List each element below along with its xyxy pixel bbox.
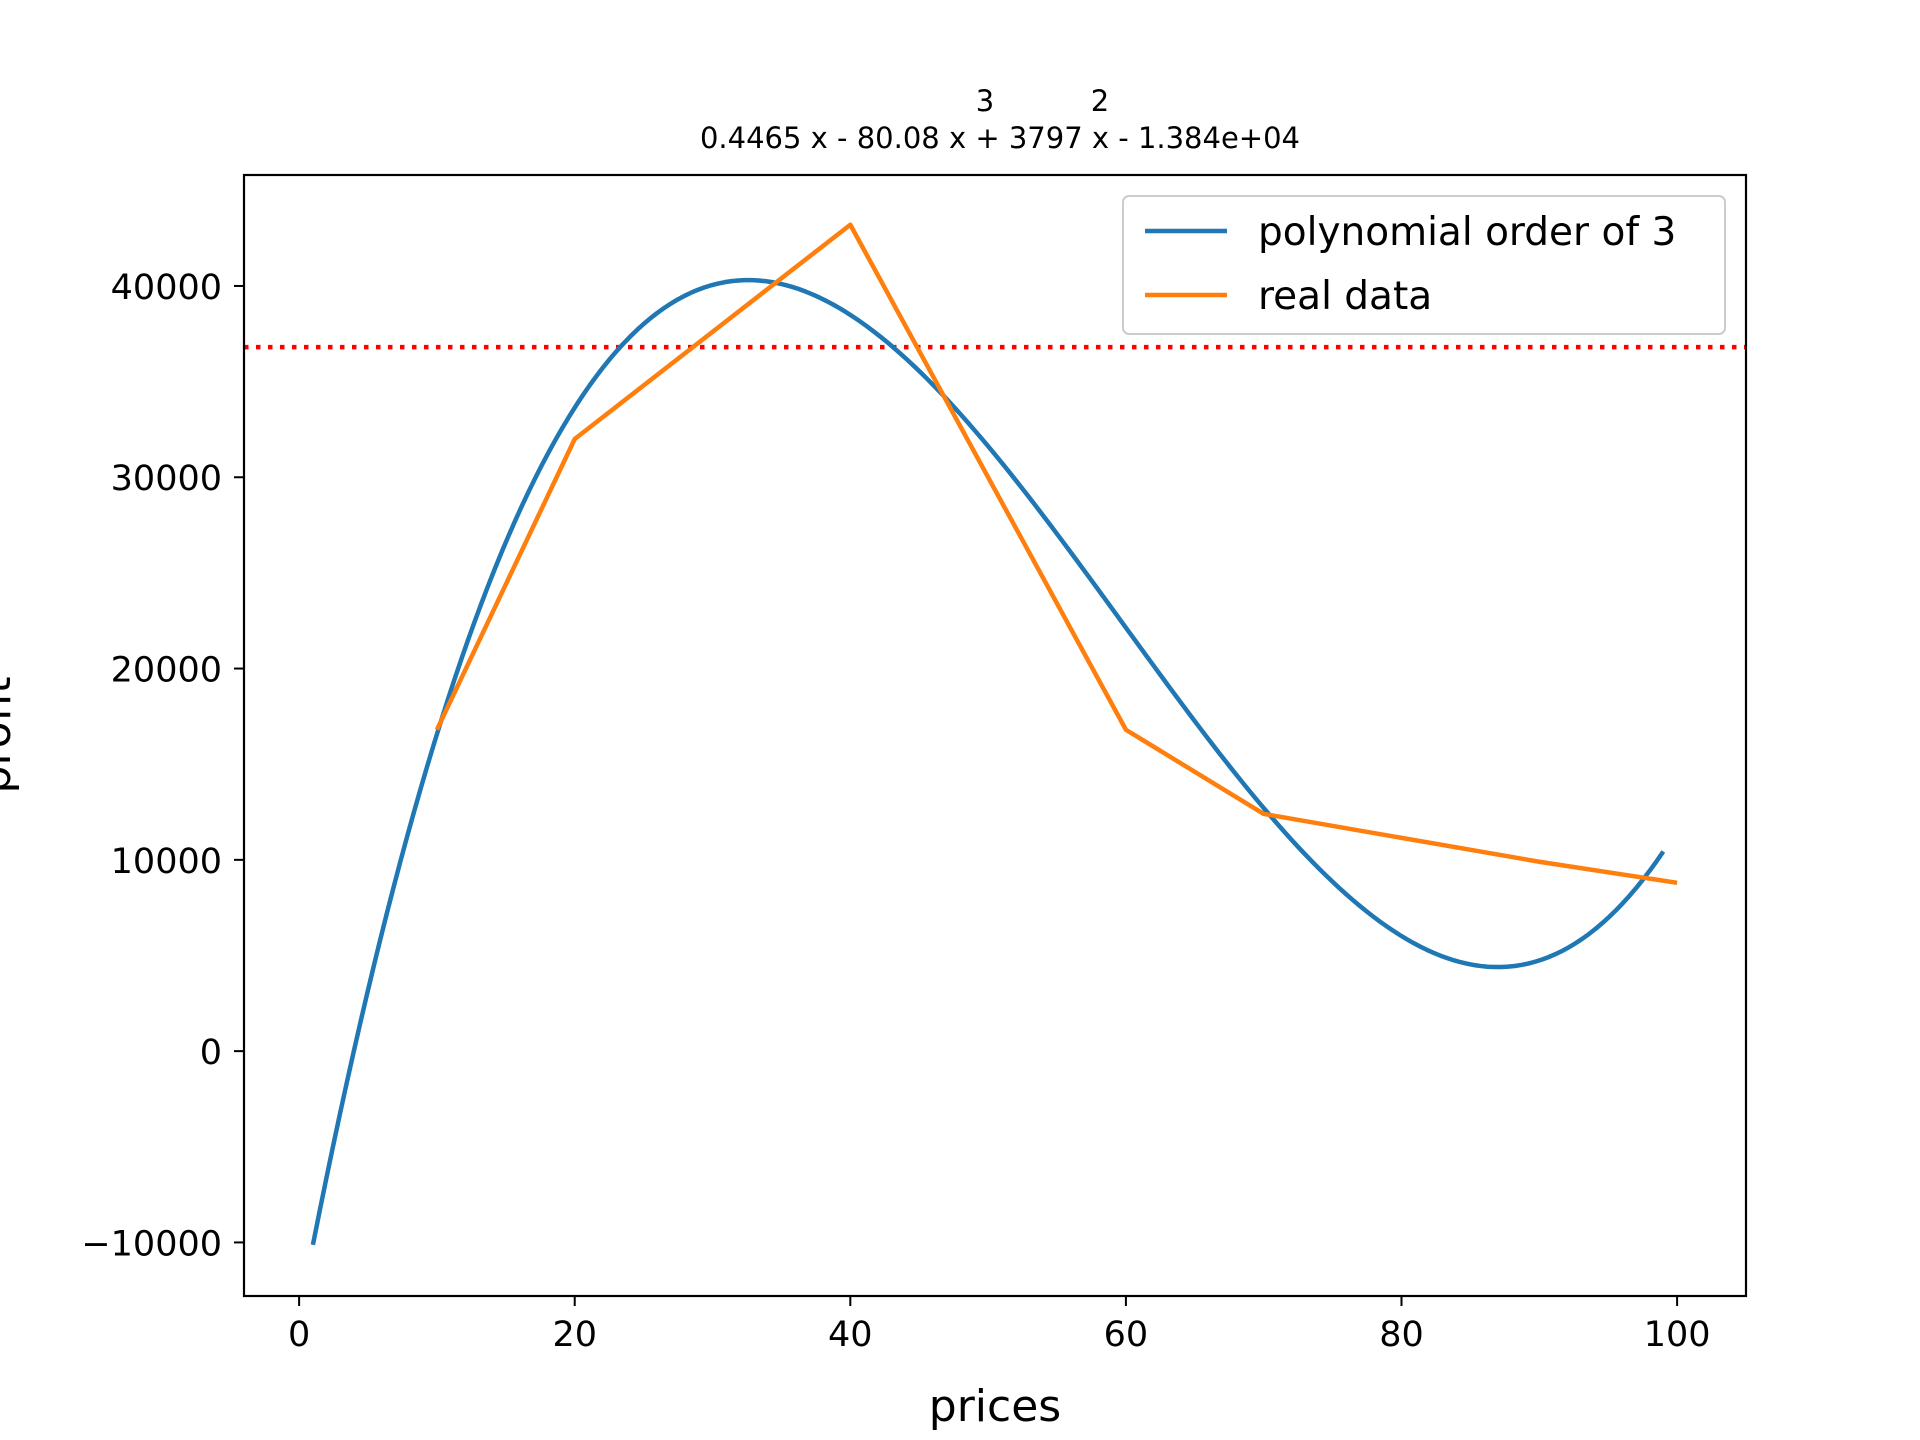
x-axis-ticks: 0 20 40 60 80 100 xyxy=(288,1296,1711,1355)
y-tick-label: −10000 xyxy=(81,1224,222,1264)
y-tick-label: 20000 xyxy=(111,651,222,691)
y-tick-label: 0 xyxy=(200,1033,222,1073)
legend-box xyxy=(1122,195,1726,335)
x-tick-label: 80 xyxy=(1379,1315,1424,1355)
x-tick-label: 40 xyxy=(828,1315,873,1355)
legend: polynomial order of 3 real data xyxy=(1122,195,1726,335)
x-tick-label: 100 xyxy=(1644,1315,1711,1355)
y-axis-label: profit xyxy=(0,677,21,794)
series-line-polynomial xyxy=(310,277,1666,1246)
series-line-real-data xyxy=(434,222,1678,886)
title-equation: 0.4465 x - 80.08 x + 3797 x - 1.384e+04 xyxy=(700,121,1300,155)
title-exponent-cubic: 3 xyxy=(976,84,994,118)
legend-label-polynomial: polynomial order of 3 xyxy=(1258,210,1676,255)
x-tick-label: 0 xyxy=(288,1315,310,1355)
chart-title: 3 2 0.4465 x - 80.08 x + 3797 x - 1.384e… xyxy=(700,84,1300,155)
y-tick-label: 30000 xyxy=(111,459,222,499)
x-axis-label: prices xyxy=(929,1381,1061,1432)
y-tick-label: 10000 xyxy=(111,842,222,882)
plot-area xyxy=(244,222,1746,1246)
y-axis-ticks: −10000 0 10000 20000 30000 40000 xyxy=(81,268,244,1264)
y-tick-label: 40000 xyxy=(111,268,222,308)
plot-frame xyxy=(242,173,1748,1298)
legend-label-real-data: real data xyxy=(1258,274,1432,319)
title-exponent-square: 2 xyxy=(1091,84,1109,118)
x-tick-label: 60 xyxy=(1104,1315,1149,1355)
series-lines xyxy=(310,222,1678,1246)
x-tick-label: 20 xyxy=(552,1315,597,1355)
